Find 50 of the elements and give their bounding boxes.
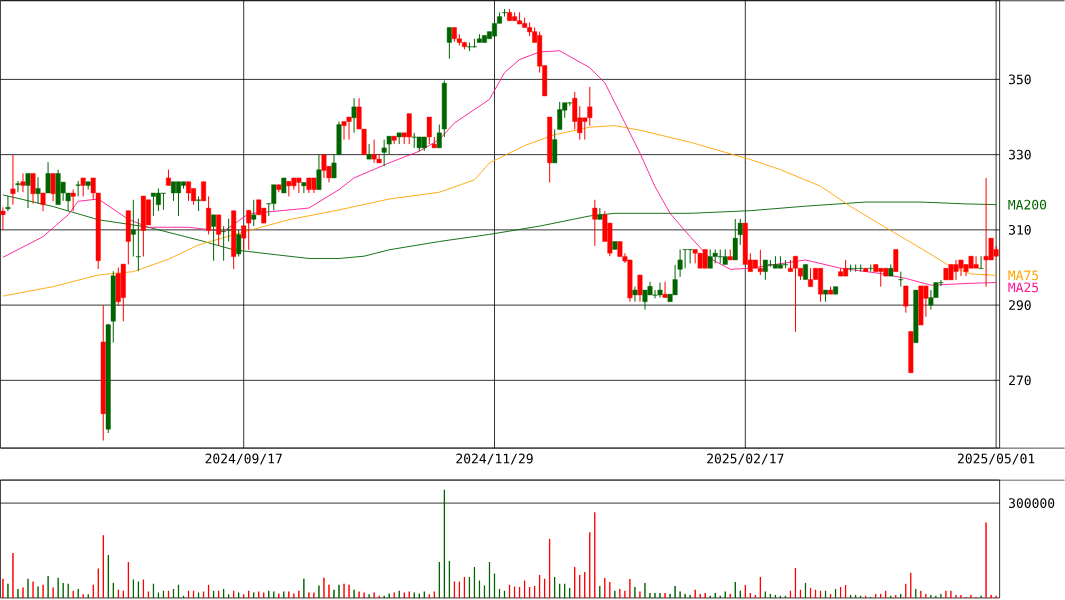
- candlestick: [50, 172, 56, 202]
- candlestick: [30, 172, 36, 205]
- candlestick: [677, 248, 683, 278]
- candlestick: [70, 189, 76, 212]
- candlestick: [45, 161, 51, 194]
- candlestick: [732, 218, 738, 261]
- series-label: MA200: [1008, 199, 1047, 210]
- candlestick: [301, 182, 307, 194]
- candlestick: [903, 285, 909, 314]
- x-tick-label: 2025/05/01: [957, 453, 1035, 465]
- candlestick: [351, 97, 357, 134]
- candlestick: [737, 218, 743, 246]
- line-series: [2, 125, 997, 297]
- candlestick: [160, 192, 166, 211]
- candlestick: [637, 274, 643, 303]
- candlestick: [331, 154, 337, 179]
- candlestick: [316, 154, 322, 191]
- y-tick-label: 330: [1009, 149, 1031, 160]
- candlestick: [80, 177, 86, 197]
- candlestick: [251, 199, 257, 227]
- candlestick: [206, 195, 212, 235]
- candlestick: [15, 180, 21, 193]
- series-label: MA25: [1008, 282, 1039, 293]
- candlestick: [201, 181, 207, 202]
- x-tick-label: 2024/09/17: [205, 453, 282, 465]
- candlestick: [10, 154, 16, 206]
- y-tick-label: 350: [1009, 74, 1031, 85]
- candlestick: [662, 281, 668, 299]
- candlestick: [893, 248, 899, 273]
- y-tick-label: 270: [1009, 375, 1031, 386]
- y-tick-label: 310: [1009, 224, 1031, 235]
- candlestick: [321, 154, 327, 179]
- candlestick: [40, 192, 46, 212]
- candlestick: [848, 264, 854, 273]
- candlestick: [446, 27, 452, 60]
- candlestick: [20, 172, 26, 193]
- x-tick-label: 2024/11/29: [456, 453, 533, 465]
- candlestick: [632, 286, 638, 303]
- candlestick: [366, 143, 372, 160]
- candlestick: [978, 255, 984, 270]
- candlestick: [868, 264, 874, 273]
- candlestick: [0, 206, 6, 231]
- candlestick: [426, 116, 432, 145]
- candlestick: [592, 199, 598, 247]
- y-tick-label: 290: [1009, 300, 1031, 311]
- candlestick: [552, 128, 558, 164]
- candlestick: [216, 214, 222, 247]
- series-label: MA75: [1008, 270, 1039, 281]
- y-tick-label: 300000: [1009, 498, 1055, 509]
- x-tick-label: 2025/02/17: [707, 453, 784, 465]
